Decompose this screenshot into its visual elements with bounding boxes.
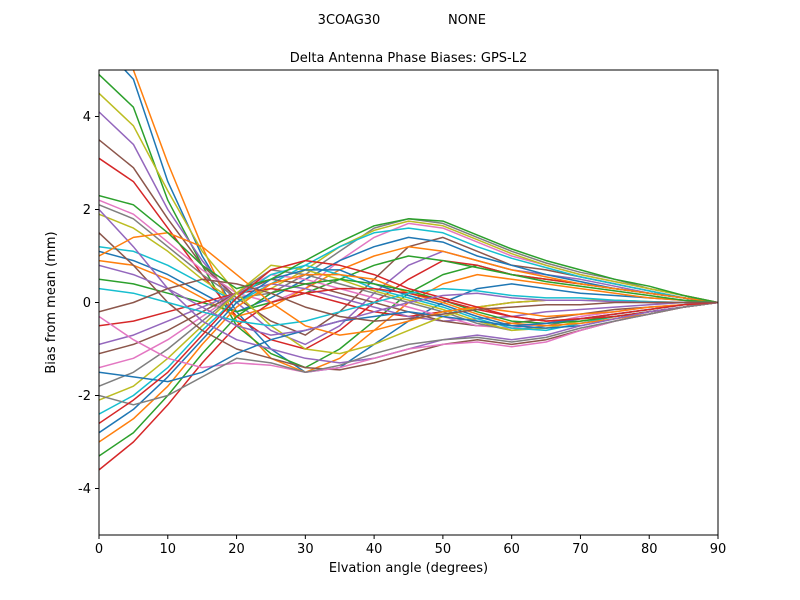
series-line-L34 xyxy=(99,259,718,425)
x-tick-label: 90 xyxy=(710,542,727,557)
y-tick-label: -4 xyxy=(78,482,91,497)
x-tick-label: 50 xyxy=(435,542,452,557)
suptitle-version: NONE xyxy=(448,13,486,28)
x-tick-label: 80 xyxy=(641,542,658,557)
y-tick-label: 0 xyxy=(83,296,91,311)
series-line-L10 xyxy=(99,227,718,304)
x-tick-label: 30 xyxy=(297,542,314,557)
y-axis-label: Bias from mean (mm) xyxy=(44,231,59,373)
series-line-L32 xyxy=(99,232,718,336)
y-tick-label: 2 xyxy=(83,203,91,218)
suptitle-station: 3COAG30 xyxy=(318,13,381,28)
x-axis-label: Elvation angle (degrees) xyxy=(329,561,488,576)
axis-ticks: 0 10 20 30 40 50 60 70 80 90 -4 -2 0 2 4 xyxy=(78,110,726,557)
series-line-L12 xyxy=(99,245,718,318)
series-line-L33 xyxy=(99,194,718,304)
x-tick-label: 70 xyxy=(572,542,589,557)
y-tick-label: 4 xyxy=(83,110,91,125)
series-line-L30 xyxy=(99,287,718,327)
series-lines xyxy=(99,70,718,471)
x-tick-label: 40 xyxy=(366,542,383,557)
series-line-L35 xyxy=(99,264,718,336)
series-line-L36 xyxy=(99,278,718,322)
x-tick-label: 60 xyxy=(503,542,520,557)
series-line-L05 xyxy=(99,111,718,346)
x-tick-label: 0 xyxy=(95,542,103,557)
y-tick-label: -2 xyxy=(78,389,91,404)
series-line-L28 xyxy=(99,301,718,406)
chart-title: Delta Antenna Phase Biases: GPS-L2 xyxy=(290,51,528,66)
x-tick-label: 20 xyxy=(228,542,245,557)
x-tick-label: 10 xyxy=(160,542,177,557)
